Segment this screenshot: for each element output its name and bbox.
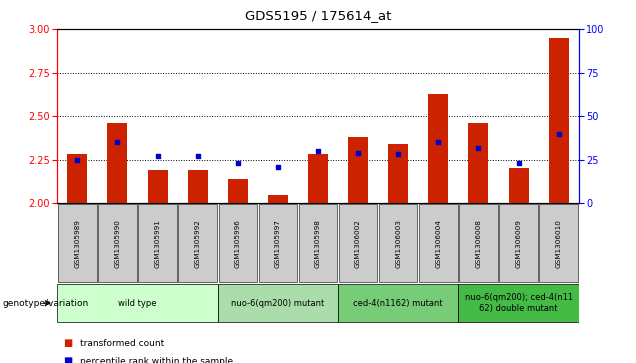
- Bar: [98, 204, 137, 282]
- Text: ■: ■: [64, 338, 73, 348]
- Point: [113, 139, 123, 145]
- Bar: [308, 155, 328, 203]
- Bar: [539, 204, 578, 282]
- Bar: [148, 170, 167, 203]
- Bar: [388, 144, 408, 203]
- Point: [513, 160, 523, 166]
- Bar: [57, 284, 218, 322]
- Bar: [138, 204, 177, 282]
- Bar: [338, 284, 459, 322]
- Bar: [339, 204, 377, 282]
- Bar: [509, 168, 529, 203]
- Bar: [178, 204, 217, 282]
- Point: [273, 164, 283, 170]
- Point: [193, 153, 203, 159]
- Bar: [67, 155, 87, 203]
- Bar: [107, 123, 127, 203]
- Text: GSM1306010: GSM1306010: [556, 219, 562, 268]
- Text: GSM1306008: GSM1306008: [476, 219, 481, 268]
- Text: GSM1306002: GSM1306002: [355, 219, 361, 268]
- Text: percentile rank within the sample: percentile rank within the sample: [80, 357, 233, 363]
- Bar: [58, 204, 97, 282]
- Text: nuo-6(qm200); ced-4(n11
62) double mutant: nuo-6(qm200); ced-4(n11 62) double mutan…: [464, 293, 572, 313]
- Bar: [299, 204, 337, 282]
- Text: GSM1305997: GSM1305997: [275, 219, 281, 268]
- Text: GSM1306004: GSM1306004: [436, 219, 441, 268]
- Bar: [379, 204, 417, 282]
- Text: GSM1305998: GSM1305998: [315, 219, 321, 268]
- Text: GSM1306009: GSM1306009: [516, 219, 522, 268]
- Text: GSM1305991: GSM1305991: [155, 219, 160, 268]
- Bar: [428, 94, 448, 203]
- Point: [353, 150, 363, 156]
- Bar: [459, 284, 579, 322]
- Bar: [549, 38, 569, 203]
- Point: [553, 131, 563, 136]
- Bar: [469, 123, 488, 203]
- Text: GSM1305992: GSM1305992: [195, 219, 200, 268]
- Point: [473, 144, 483, 150]
- Bar: [459, 204, 498, 282]
- Text: wild type: wild type: [118, 299, 156, 307]
- Text: GSM1305996: GSM1305996: [235, 219, 241, 268]
- Bar: [259, 204, 297, 282]
- Point: [73, 157, 83, 163]
- Bar: [218, 284, 338, 322]
- Bar: [499, 204, 538, 282]
- Bar: [219, 204, 257, 282]
- Text: nuo-6(qm200) mutant: nuo-6(qm200) mutant: [232, 299, 324, 307]
- Point: [233, 160, 243, 166]
- Text: GDS5195 / 175614_at: GDS5195 / 175614_at: [245, 9, 391, 22]
- Text: GSM1305989: GSM1305989: [74, 219, 80, 268]
- Bar: [419, 204, 458, 282]
- Text: ced-4(n1162) mutant: ced-4(n1162) mutant: [354, 299, 443, 307]
- Text: GSM1305990: GSM1305990: [114, 219, 120, 268]
- Bar: [268, 195, 288, 203]
- Text: genotype/variation: genotype/variation: [3, 299, 89, 307]
- Point: [433, 139, 443, 145]
- Point: [313, 148, 323, 154]
- Text: GSM1306003: GSM1306003: [395, 219, 401, 268]
- Point: [153, 153, 163, 159]
- Point: [393, 152, 403, 158]
- Bar: [188, 170, 208, 203]
- Text: ■: ■: [64, 356, 73, 363]
- Text: transformed count: transformed count: [80, 339, 163, 347]
- Bar: [228, 179, 248, 203]
- Bar: [348, 137, 368, 203]
